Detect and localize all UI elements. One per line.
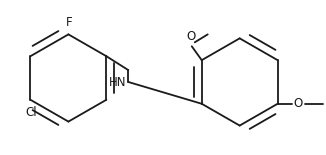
Text: F: F xyxy=(66,16,73,29)
Text: O: O xyxy=(293,97,303,110)
Text: O: O xyxy=(186,30,195,43)
Text: Cl: Cl xyxy=(26,106,37,119)
Text: HN: HN xyxy=(109,76,126,89)
